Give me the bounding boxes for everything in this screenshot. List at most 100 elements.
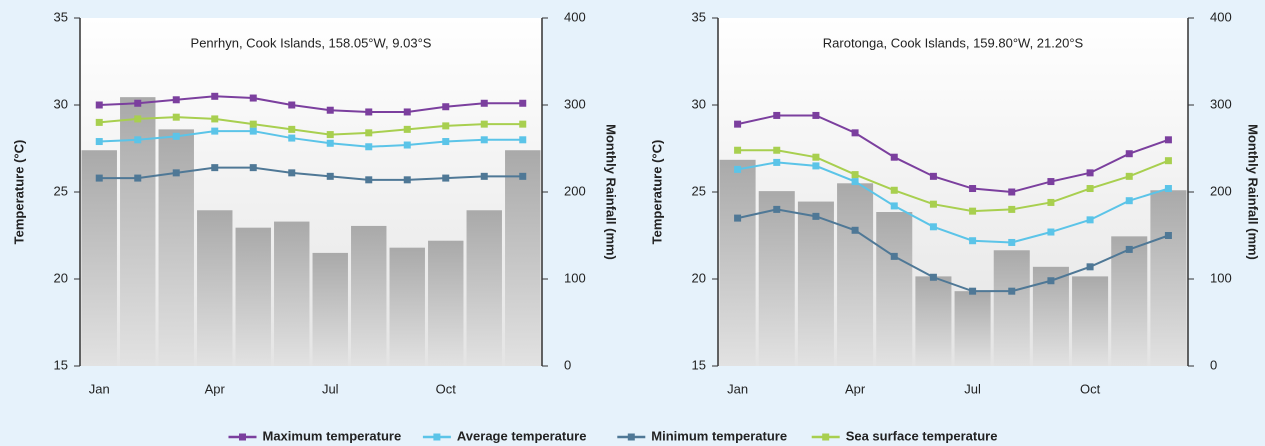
y2-tick-label: 400 [1210,9,1232,24]
series-line [737,161,1169,244]
x-tick-label: Jan [727,381,748,396]
series-marker [480,99,488,107]
rain-bar [915,276,952,366]
series-marker [812,153,820,161]
series-marker [1008,205,1016,213]
y2-tick-label: 400 [564,9,586,24]
series-marker [365,129,373,137]
rain-bar [505,150,541,366]
series-marker [480,172,488,180]
series-marker [249,127,257,135]
series-line [737,208,1169,293]
x-tick-label: Apr [845,381,866,396]
series-marker [326,106,334,114]
series-marker [1086,263,1094,271]
y-tick-label: 20 [692,270,706,285]
series-marker [134,136,142,144]
series-marker [890,202,898,210]
series-marker [734,165,742,173]
y2-axis-title: Monthly Rainfall (mm) [604,124,619,260]
series-marker [1125,245,1133,253]
series-line [99,116,523,136]
series-marker [1125,197,1133,205]
y2-tick-label: 200 [564,183,586,198]
series-marker [211,115,219,123]
rain-bar [1150,190,1187,366]
plot-area [718,18,1188,366]
series-marker [969,207,977,215]
series-marker [519,99,527,107]
series-marker [1086,185,1094,193]
series-marker [1047,178,1055,186]
rain-bar [719,159,756,366]
y2-tick-label: 100 [564,270,586,285]
y-tick-label: 25 [54,183,68,198]
series-marker [95,138,103,146]
rain-bar [235,227,271,366]
series-marker [1086,169,1094,177]
series-marker [95,174,103,182]
plot-area [80,18,542,366]
rain-bar [389,247,425,366]
series-marker [1047,228,1055,236]
legend-marker [822,433,830,441]
series-marker [1125,150,1133,158]
series-marker [95,101,103,109]
series-marker [403,141,411,149]
x-tick-label: Apr [205,381,226,396]
rain-bar [466,210,502,366]
series-marker [442,122,450,130]
rain-bar [351,225,387,366]
x-tick-label: Jul [322,381,339,396]
series-marker [1086,216,1094,224]
series-marker [890,252,898,260]
series-marker [773,158,781,166]
legend-label: Sea surface temperature [846,428,998,443]
series-marker [480,120,488,128]
series-marker [288,125,296,133]
y2-tick-label: 300 [564,96,586,111]
rain-bar [797,201,834,366]
rain-bar [197,210,233,366]
x-tick-label: Oct [1080,381,1101,396]
series-marker [403,176,411,184]
y-tick-label: 25 [692,183,706,198]
rain-bar [428,240,464,366]
series-marker [1008,287,1016,295]
series-marker [134,115,142,123]
series-marker [134,174,142,182]
series-marker [442,174,450,182]
series-marker [969,185,977,193]
series-marker [1164,185,1172,193]
series-marker [403,125,411,133]
series-marker [1008,188,1016,196]
y-tick-label: 30 [54,96,68,111]
series-marker [890,153,898,161]
series-marker [773,205,781,213]
series-marker [211,164,219,172]
series-marker [442,103,450,111]
series-marker [851,226,859,234]
series-line [737,149,1169,213]
rain-bar [758,191,795,366]
series-marker [519,136,527,144]
rain-bar [954,291,991,366]
y2-tick-label: 300 [1210,96,1232,111]
series-marker [211,127,219,135]
y2-tick-label: 0 [1210,357,1217,372]
series-marker [1008,238,1016,246]
series-marker [1047,198,1055,206]
y2-axis-title: Monthly Rainfall (mm) [1246,124,1261,260]
series-marker [249,94,257,102]
legend-marker [433,433,441,441]
series-marker [519,120,527,128]
x-tick-label: Oct [436,381,457,396]
series-marker [929,172,937,180]
series-marker [134,99,142,107]
series-marker [365,143,373,151]
series-marker [326,131,334,139]
series-marker [288,101,296,109]
series-marker [1047,277,1055,285]
series-marker [172,132,180,140]
